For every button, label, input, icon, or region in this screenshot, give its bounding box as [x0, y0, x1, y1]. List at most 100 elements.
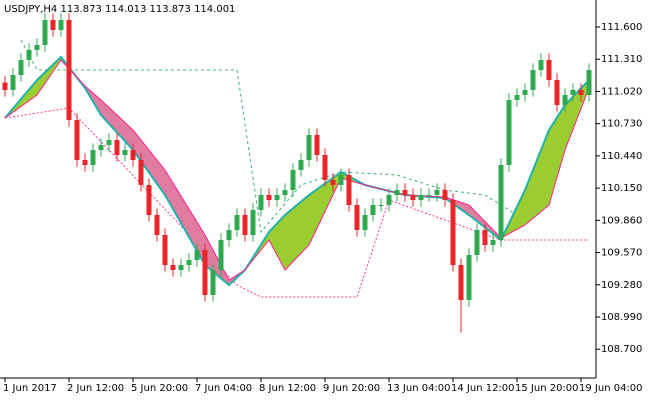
band-fill — [101, 100, 133, 150]
candle-body — [418, 195, 424, 200]
x-tick-label: 15 Jun 20:00 — [515, 383, 579, 394]
candle-body — [82, 160, 88, 165]
candle-body — [10, 75, 16, 90]
y-tick-label: 109.280 — [601, 280, 642, 291]
candle-body — [186, 260, 192, 265]
candle-body — [162, 235, 168, 265]
candle-body — [442, 190, 448, 200]
candle-body — [554, 80, 560, 105]
candle-body — [242, 215, 248, 235]
candle-body — [458, 265, 464, 300]
candle-body — [370, 205, 376, 215]
candle-body — [26, 50, 32, 60]
candle-body — [218, 240, 224, 270]
candle-body — [578, 90, 584, 95]
y-tick-label: 108.990 — [601, 312, 642, 323]
candle-body — [258, 195, 264, 210]
x-tick-label: 5 Jun 20:00 — [131, 383, 188, 394]
x-tick-label: 2 Jun 12:00 — [67, 383, 124, 394]
candle-body — [322, 155, 328, 180]
x-tick-label: 8 Jun 12:00 — [259, 383, 316, 394]
candle-body — [314, 135, 320, 155]
candle-body — [138, 160, 144, 185]
candle-body — [354, 205, 360, 230]
y-tick-label: 110.440 — [601, 151, 642, 162]
y-tick-label: 111.600 — [601, 22, 642, 33]
band-fill — [205, 235, 229, 285]
candle-body — [90, 150, 96, 165]
level-line — [4, 107, 589, 298]
plot-area — [2, 13, 592, 333]
candle-body — [178, 265, 184, 270]
level-line — [20, 39, 518, 234]
x-tick-label: 19 Jun 04:00 — [579, 383, 643, 394]
candle-body — [306, 135, 312, 160]
candle-body — [282, 190, 288, 195]
candle-body — [338, 175, 344, 185]
x-tick-label: 9 Jun 20:00 — [323, 383, 380, 394]
band-fill — [565, 80, 589, 150]
candle-body — [194, 250, 200, 260]
candle-body — [130, 150, 136, 160]
candle-body — [274, 195, 280, 200]
candle-body — [546, 60, 552, 80]
x-tick-label: 1 Jun 2017 — [3, 383, 57, 394]
candle-body — [506, 100, 512, 165]
y-tick-label: 111.310 — [601, 54, 642, 65]
candle-body — [202, 250, 208, 295]
candle-body — [394, 190, 400, 195]
candle-body — [386, 195, 392, 205]
candle-body — [490, 240, 496, 245]
band-fill — [165, 170, 205, 265]
candle-body — [346, 175, 352, 205]
candle-body — [514, 95, 520, 100]
candle-body — [378, 205, 384, 206]
candle-body — [434, 190, 440, 195]
candle-body — [570, 90, 576, 95]
candle-body — [34, 45, 40, 50]
candle-body — [586, 70, 592, 95]
candle-body — [58, 20, 64, 30]
band-fill — [549, 105, 565, 205]
x-tick-label: 7 Jun 04:00 — [195, 383, 252, 394]
candle-body — [146, 185, 152, 215]
chart-title: USDJPY,H4 113.873 114.013 113.873 114.00… — [4, 4, 235, 15]
x-tick-label: 14 Jun 12:00 — [451, 383, 515, 394]
candle-body — [98, 145, 104, 150]
candle-body — [362, 215, 368, 230]
candle-body — [466, 255, 472, 300]
y-tick-label: 110.150 — [601, 183, 642, 194]
candle-body — [66, 20, 72, 120]
candle-body — [42, 20, 48, 45]
band-fill — [133, 130, 165, 195]
candle-body — [234, 215, 240, 230]
candle-body — [426, 195, 432, 196]
candle-body — [290, 170, 296, 190]
candle-body — [482, 230, 488, 245]
x-tick-label: 13 Jun 04:00 — [387, 383, 451, 394]
band-slow-line — [4, 59, 590, 281]
candle-body — [402, 190, 408, 195]
candle-body — [2, 82, 8, 90]
y-tick-label: 108.700 — [601, 344, 642, 355]
candle-body — [250, 210, 256, 235]
candle-body — [498, 165, 504, 240]
candle-body — [170, 265, 176, 270]
candle-body — [18, 60, 24, 75]
candle-body — [122, 150, 128, 155]
candle-body — [538, 60, 544, 70]
candle-body — [114, 140, 120, 155]
band-fast-line — [4, 55, 590, 287]
candle-body — [410, 195, 416, 200]
candle-body — [210, 270, 216, 295]
candle-body — [522, 90, 528, 95]
candle-body — [474, 230, 480, 255]
candle-body — [562, 95, 568, 105]
band-fill — [525, 130, 549, 225]
y-tick-label: 111.020 — [601, 86, 642, 97]
candle-body — [530, 70, 536, 90]
candle-body — [330, 180, 336, 185]
candle-body — [450, 200, 456, 265]
y-tick-label: 109.570 — [601, 248, 642, 259]
